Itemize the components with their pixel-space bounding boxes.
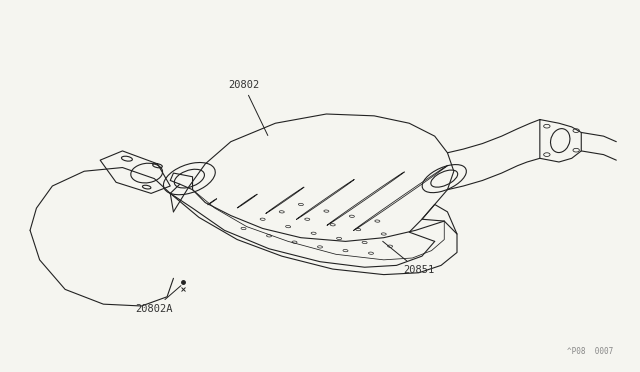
Text: ^P08  0007: ^P08 0007	[567, 347, 613, 356]
Text: 20802: 20802	[228, 80, 268, 135]
Text: 20851: 20851	[383, 241, 434, 275]
Text: 20802A: 20802A	[135, 286, 181, 314]
